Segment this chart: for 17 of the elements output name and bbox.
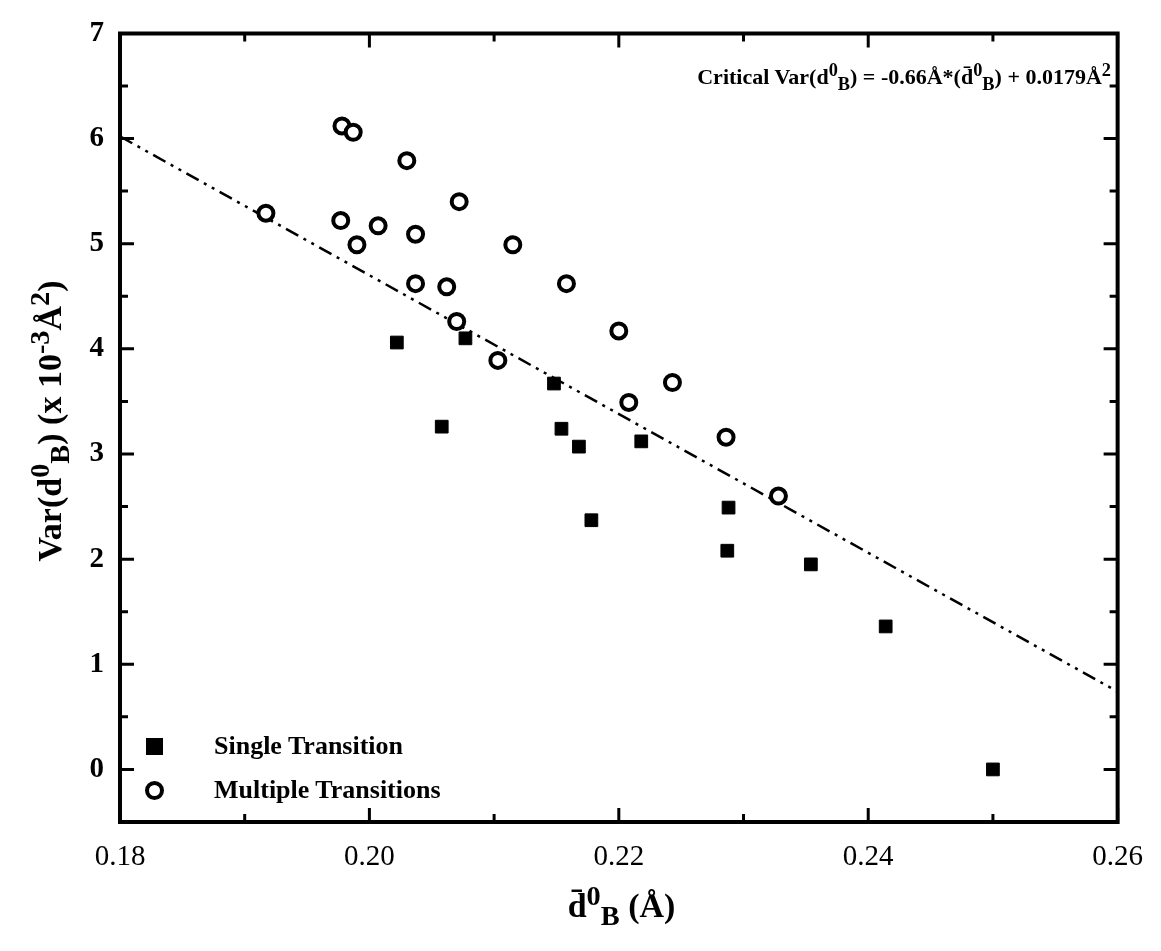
y-tick-label: 7	[89, 14, 104, 47]
y-tick-label: 5	[89, 225, 104, 258]
y-tick-label: 6	[89, 120, 104, 153]
y-tick-label: 3	[89, 435, 104, 468]
legend-label: Single Transition	[214, 731, 404, 761]
x-axis-title: d̄$^{0}$$_{B}$ (Å)	[566, 880, 677, 933]
x-tick-label: 0.26	[1092, 839, 1143, 872]
x-tick-label: 0.24	[842, 839, 895, 872]
y-tick-label: 2	[89, 540, 104, 573]
y-tick-label: 1	[89, 645, 104, 678]
y-tick-label: 4	[89, 330, 104, 363]
y-tick-label: 0	[89, 750, 104, 783]
legend-label: Multiple Transitions	[214, 775, 441, 805]
x-tick-label: 0.22	[593, 839, 645, 872]
x-tick-label: 0.18	[94, 839, 146, 872]
annotation: Critical Var(d$^{0}$$_{B}$) = -0.66Å*(d̄$^{0}$$_{B}$) + 0.0179Å$^{2}$	[697, 60, 1111, 95]
x-tick-label: 0.20	[344, 839, 395, 872]
